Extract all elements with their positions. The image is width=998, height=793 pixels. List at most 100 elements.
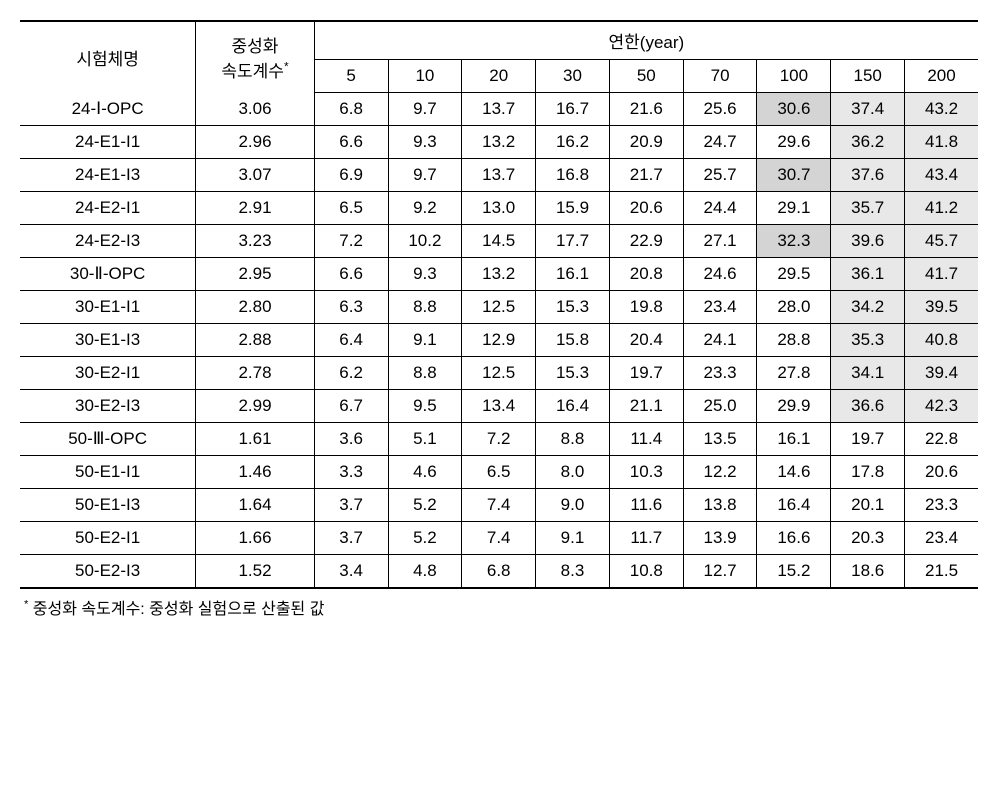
cell-value: 21.6 bbox=[609, 93, 683, 126]
cell-value: 20.6 bbox=[905, 456, 978, 489]
cell-value: 16.8 bbox=[536, 159, 610, 192]
header-coef-line1: 중성화 bbox=[232, 37, 279, 56]
cell-value: 13.7 bbox=[462, 93, 536, 126]
cell-value: 25.6 bbox=[683, 93, 757, 126]
table-row: 30-E1-I12.806.38.812.515.319.823.428.034… bbox=[20, 291, 978, 324]
cell-value: 21.7 bbox=[609, 159, 683, 192]
cell-value: 13.5 bbox=[683, 423, 757, 456]
header-year-30: 30 bbox=[536, 60, 610, 93]
cell-coef: 1.66 bbox=[196, 522, 315, 555]
cell-value: 6.5 bbox=[314, 192, 388, 225]
cell-value: 3.7 bbox=[314, 522, 388, 555]
cell-value: 42.3 bbox=[905, 390, 978, 423]
cell-name: 24-Ⅰ-OPC bbox=[20, 93, 196, 126]
cell-value: 22.8 bbox=[905, 423, 978, 456]
cell-coef: 1.61 bbox=[196, 423, 315, 456]
cell-value: 27.1 bbox=[683, 225, 757, 258]
cell-value: 30.6 bbox=[757, 93, 831, 126]
cell-value: 13.9 bbox=[683, 522, 757, 555]
cell-name: 24-E1-I3 bbox=[20, 159, 196, 192]
cell-value: 25.7 bbox=[683, 159, 757, 192]
cell-value: 10.8 bbox=[609, 555, 683, 589]
cell-value: 39.5 bbox=[905, 291, 978, 324]
cell-value: 23.3 bbox=[683, 357, 757, 390]
header-year-70: 70 bbox=[683, 60, 757, 93]
cell-value: 24.1 bbox=[683, 324, 757, 357]
cell-value: 39.6 bbox=[831, 225, 905, 258]
cell-value: 9.7 bbox=[388, 159, 462, 192]
cell-coef: 3.07 bbox=[196, 159, 315, 192]
cell-name: 24-E2-I3 bbox=[20, 225, 196, 258]
cell-value: 37.6 bbox=[831, 159, 905, 192]
cell-value: 20.4 bbox=[609, 324, 683, 357]
cell-value: 11.4 bbox=[609, 423, 683, 456]
cell-value: 29.1 bbox=[757, 192, 831, 225]
cell-value: 8.8 bbox=[536, 423, 610, 456]
cell-value: 41.7 bbox=[905, 258, 978, 291]
cell-name: 50-E2-I1 bbox=[20, 522, 196, 555]
cell-value: 6.7 bbox=[314, 390, 388, 423]
cell-value: 10.3 bbox=[609, 456, 683, 489]
cell-coef: 2.80 bbox=[196, 291, 315, 324]
table-row: 50-E1-I31.643.75.27.49.011.613.816.420.1… bbox=[20, 489, 978, 522]
cell-value: 6.2 bbox=[314, 357, 388, 390]
cell-value: 17.8 bbox=[831, 456, 905, 489]
cell-value: 5.2 bbox=[388, 489, 462, 522]
cell-coef: 2.91 bbox=[196, 192, 315, 225]
cell-value: 20.3 bbox=[831, 522, 905, 555]
cell-value: 23.4 bbox=[683, 291, 757, 324]
cell-value: 16.1 bbox=[536, 258, 610, 291]
cell-value: 6.6 bbox=[314, 258, 388, 291]
cell-value: 30.7 bbox=[757, 159, 831, 192]
cell-value: 9.2 bbox=[388, 192, 462, 225]
cell-value: 3.4 bbox=[314, 555, 388, 589]
cell-name: 50-E2-I3 bbox=[20, 555, 196, 589]
header-year-5: 5 bbox=[314, 60, 388, 93]
table-row: 50-E2-I31.523.44.86.88.310.812.715.218.6… bbox=[20, 555, 978, 589]
cell-value: 3.6 bbox=[314, 423, 388, 456]
cell-value: 23.3 bbox=[905, 489, 978, 522]
cell-value: 37.4 bbox=[831, 93, 905, 126]
cell-value: 27.8 bbox=[757, 357, 831, 390]
table-row: 24-E1-I12.966.69.313.216.220.924.729.636… bbox=[20, 126, 978, 159]
cell-value: 3.7 bbox=[314, 489, 388, 522]
cell-name: 30-E2-I3 bbox=[20, 390, 196, 423]
cell-value: 9.3 bbox=[388, 258, 462, 291]
table-row: 24-E1-I33.076.99.713.716.821.725.730.737… bbox=[20, 159, 978, 192]
table-row: 24-Ⅰ-OPC3.066.89.713.716.721.625.630.637… bbox=[20, 93, 978, 126]
cell-value: 16.2 bbox=[536, 126, 610, 159]
header-year-100: 100 bbox=[757, 60, 831, 93]
cell-value: 35.3 bbox=[831, 324, 905, 357]
cell-value: 9.3 bbox=[388, 126, 462, 159]
cell-value: 8.0 bbox=[536, 456, 610, 489]
cell-coef: 2.99 bbox=[196, 390, 315, 423]
header-year-10: 10 bbox=[388, 60, 462, 93]
header-name: 시험체명 bbox=[20, 21, 196, 93]
cell-value: 22.9 bbox=[609, 225, 683, 258]
cell-name: 30-E1-I3 bbox=[20, 324, 196, 357]
header-coef-star: * bbox=[284, 60, 289, 74]
cell-coef: 2.78 bbox=[196, 357, 315, 390]
cell-coef: 3.23 bbox=[196, 225, 315, 258]
table-row: 30-E2-I32.996.79.513.416.421.125.029.936… bbox=[20, 390, 978, 423]
cell-value: 12.9 bbox=[462, 324, 536, 357]
cell-coef: 1.52 bbox=[196, 555, 315, 589]
table-row: 30-E1-I32.886.49.112.915.820.424.128.835… bbox=[20, 324, 978, 357]
cell-value: 5.2 bbox=[388, 522, 462, 555]
cell-value: 28.8 bbox=[757, 324, 831, 357]
cell-value: 16.4 bbox=[757, 489, 831, 522]
cell-value: 15.2 bbox=[757, 555, 831, 589]
cell-value: 8.8 bbox=[388, 291, 462, 324]
cell-value: 12.5 bbox=[462, 291, 536, 324]
header-coef-line2: 속도계수 bbox=[221, 62, 284, 81]
cell-value: 7.4 bbox=[462, 522, 536, 555]
cell-value: 7.2 bbox=[314, 225, 388, 258]
cell-value: 15.3 bbox=[536, 291, 610, 324]
table-row: 30-E2-I12.786.28.812.515.319.723.327.834… bbox=[20, 357, 978, 390]
cell-value: 13.0 bbox=[462, 192, 536, 225]
cell-value: 21.5 bbox=[905, 555, 978, 589]
cell-value: 6.9 bbox=[314, 159, 388, 192]
cell-value: 43.2 bbox=[905, 93, 978, 126]
cell-value: 16.4 bbox=[536, 390, 610, 423]
cell-value: 11.6 bbox=[609, 489, 683, 522]
